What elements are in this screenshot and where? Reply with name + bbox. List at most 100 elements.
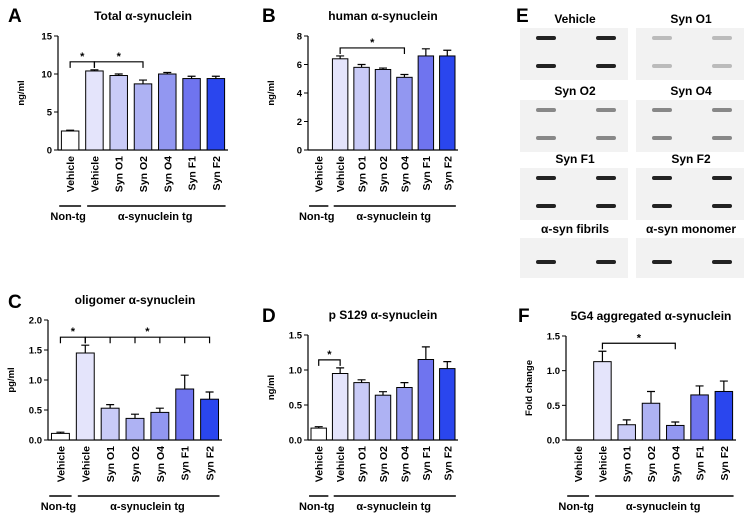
x-tick-label: Syn F1 [421,156,433,191]
x-tick-label: Syn O4 [670,446,682,482]
error-bar [106,404,115,409]
x-tick-label: Vehicle [80,446,92,482]
group-label: α-synuclein tg [110,501,185,513]
blot-band [536,176,556,180]
x-tick-label: Vehicle [335,446,347,482]
error-bar [443,49,452,56]
error-bar [336,55,345,59]
y-axis-label: ng/ml [16,80,27,105]
bar [353,382,370,441]
x-tick-label: Syn F1 [180,446,192,481]
group-label: α-synuclein tg [626,501,701,513]
bar [109,75,128,151]
error-bar [400,73,409,78]
error-bar [598,350,607,362]
panel-letter: A [8,6,22,27]
error-bar [114,73,123,76]
x-tick-label: Vehicle [314,156,326,192]
x-tick-label: Syn F2 [719,446,731,481]
y-tick-label: 0 [47,146,52,157]
error-bar [421,48,430,56]
blot-membrane [636,28,744,80]
panel-letter: E [516,6,529,27]
blot-band [712,36,732,40]
significance-bracket [84,336,211,344]
bar [158,73,177,151]
bar [374,394,392,441]
y-axis-label: Fold change [524,360,535,416]
group-label: Non-tg [558,501,593,513]
y-tick-label: 1.5 [547,332,561,343]
y-tick-label: 0.5 [29,406,43,417]
bar [593,361,612,441]
error-bar [336,367,345,374]
y-tick-label: 1.5 [29,346,43,357]
error-bar [66,129,75,131]
blot-label: Syn O2 [554,84,596,98]
bar [200,398,220,441]
error-bar [719,380,728,392]
bar [133,83,153,151]
group-label: α-synuclein tg [118,211,193,223]
significance-label: * [637,332,642,344]
x-tick-label: Vehicle [597,446,609,482]
blot-band [652,260,672,264]
y-tick-label: 10 [41,70,52,81]
x-tick-label: Syn O4 [162,156,174,192]
error-bar [131,413,139,419]
blot-band [652,136,672,140]
blot-label: α-syn fibrils [541,222,609,236]
blot-band [712,136,732,140]
error-bar [400,382,409,388]
error-bar [695,385,704,395]
blot-label: α-syn monomer [646,222,736,236]
bar [417,55,435,151]
error-bar [180,374,189,389]
x-tick-label: Syn O4 [399,446,411,482]
panel-letter: C [8,292,22,313]
bar [206,78,226,151]
significance-label: * [145,326,150,338]
blot-membrane [520,168,628,220]
blot-band [652,64,672,68]
blot-label: Syn F1 [555,152,595,166]
y-tick-label: 0.5 [289,401,303,412]
y-tick-label: 0.0 [29,436,42,447]
error-bar [155,407,164,413]
y-tick-label: 4 [297,89,303,100]
y-axis-label: ng/ml [266,375,277,400]
error-bar [211,75,220,79]
bar [125,417,145,441]
significance-bracket [93,61,144,68]
x-tick-label: Syn O1 [622,446,634,482]
bar [331,373,349,441]
x-tick-label: Syn F2 [442,156,454,191]
error-bar [421,346,430,360]
bar [331,58,349,151]
bar [666,424,685,441]
y-tick-label: 1.0 [289,366,302,377]
y-tick-label: 0 [297,146,302,157]
error-bar [187,75,196,79]
y-tick-label: 15 [41,32,52,43]
blot-band [596,36,616,40]
blot-label: Vehicle [554,12,596,26]
error-bar [647,390,655,404]
bar [100,407,120,441]
x-tick-label: Syn F2 [211,156,223,191]
y-axis-label: pg/ml [6,367,17,392]
blot-band [712,260,732,264]
blot-label: Syn O4 [670,84,712,98]
x-tick-label: Syn O1 [357,446,369,482]
bar [396,76,413,151]
error-bar [379,67,387,70]
bar [439,55,456,151]
bar [310,427,327,441]
blot-membrane [636,100,744,152]
chart-title: oligomer α-synuclein [75,293,196,307]
blot-band [536,108,556,112]
error-bar [314,426,323,429]
y-tick-label: 1.0 [29,376,42,387]
x-tick-label: Syn O2 [646,446,658,482]
